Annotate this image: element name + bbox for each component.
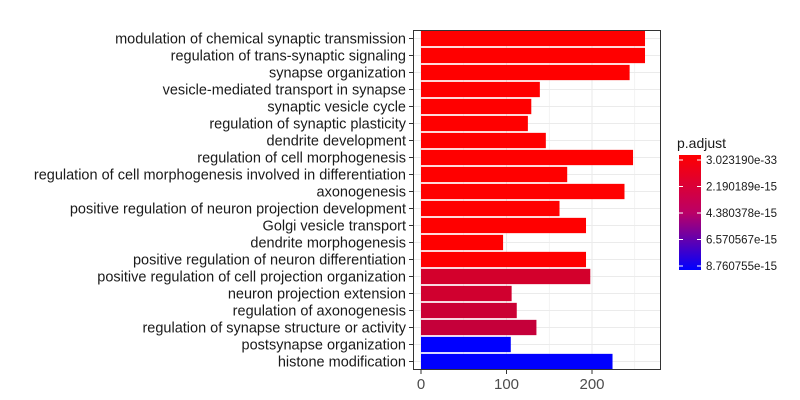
x-tick-label: 100 xyxy=(494,376,519,393)
bar xyxy=(421,200,560,217)
plot-panel xyxy=(413,30,661,370)
bar xyxy=(421,319,537,336)
bar xyxy=(421,234,504,251)
category-label: synaptic vesicle cycle xyxy=(267,100,406,116)
bar xyxy=(421,302,517,319)
color-legend: p.adjust 3.023190e-33 2.190189e-15 4.38037… xyxy=(677,135,777,273)
bar xyxy=(421,166,568,183)
category-label: dendrite morphogenesis xyxy=(250,236,406,252)
category-labels: modulation of chemical synaptic transmis… xyxy=(34,32,413,371)
bar xyxy=(421,251,587,268)
category-label: positive regulation of neuron differenti… xyxy=(133,253,406,269)
legend-label: 6.570567e-15 xyxy=(706,235,777,247)
legend-labels: 3.023190e-33 2.190189e-15 4.380378e-15 6.57… xyxy=(679,155,777,273)
category-label: neuron projection extension xyxy=(228,287,406,303)
category-label: Golgi vesicle transport xyxy=(263,219,406,235)
bar xyxy=(421,336,511,353)
category-label: histone modification xyxy=(278,355,406,371)
bar xyxy=(421,98,532,115)
category-label: regulation of synaptic plasticity xyxy=(209,117,406,133)
category-label: regulation of cell morphogenesis involve… xyxy=(34,168,406,184)
legend-label: 4.380378e-15 xyxy=(706,208,777,220)
bar xyxy=(421,132,546,149)
category-label: regulation of axonogenesis xyxy=(233,304,406,320)
bar xyxy=(421,115,528,132)
bar xyxy=(421,353,613,370)
category-label: regulation of synapse structure or activ… xyxy=(142,321,406,337)
panel-border xyxy=(413,30,661,370)
category-label: regulation of trans-synaptic signaling xyxy=(171,49,406,65)
x-tick-label: 0 xyxy=(417,376,425,393)
legend-label: 3.023190e-33 xyxy=(706,155,777,167)
category-label: synapse organization xyxy=(269,66,406,82)
bar xyxy=(421,47,646,64)
bar xyxy=(421,268,591,285)
category-label: positive regulation of cell projection o… xyxy=(97,270,406,286)
bar xyxy=(421,285,512,302)
legend-label: 2.190189e-15 xyxy=(706,182,777,194)
bars xyxy=(421,30,646,370)
legend-colorbar xyxy=(679,155,701,270)
category-label: vesicle-mediated transport in synapse xyxy=(163,83,406,99)
bar xyxy=(421,217,587,234)
legend-title: p.adjust xyxy=(677,135,726,151)
category-label: regulation of cell morphogenesis xyxy=(197,151,406,167)
category-label: dendrite development xyxy=(267,134,406,150)
bar xyxy=(421,64,630,81)
category-label: modulation of chemical synaptic transmis… xyxy=(115,32,406,48)
category-label: axonogenesis xyxy=(317,185,407,201)
x-tick-label: 200 xyxy=(579,376,604,393)
category-label: postsynapse organization xyxy=(242,338,406,354)
bar xyxy=(421,183,625,200)
legend-label: 8.760755e-15 xyxy=(706,261,777,273)
bar xyxy=(421,30,646,47)
bar xyxy=(421,149,634,166)
category-label: positive regulation of neuron projection… xyxy=(70,202,406,218)
bar xyxy=(421,81,540,98)
x-axis-ticks: 0 100 200 xyxy=(417,370,605,393)
